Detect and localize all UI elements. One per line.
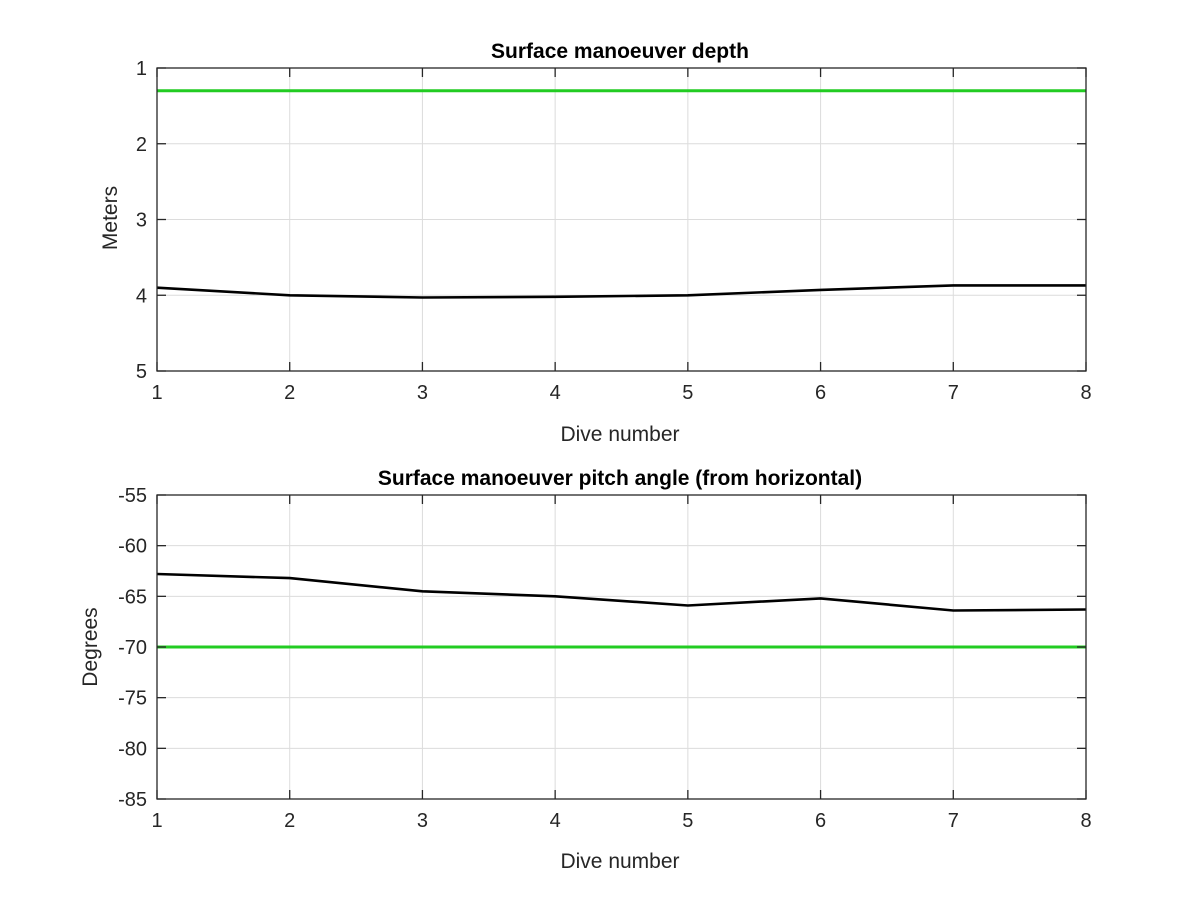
depth-chart-y-tick-label: 5 (136, 361, 147, 383)
pitch-chart-title: Surface manoeuver pitch angle (from hori… (378, 467, 862, 490)
pitch-chart-y-tick-label: -60 (118, 536, 147, 558)
depth-chart-x-tick-label: 7 (948, 382, 959, 404)
pitch-chart-x-tick-label: 1 (151, 810, 162, 832)
depth-chart-y-tick-label: 2 (136, 134, 147, 156)
pitch-chart-y-tick-label: -70 (118, 637, 147, 659)
depth-chart-x-tick-label: 1 (151, 382, 162, 404)
pitch-chart-ticks: 1 2 3 4 5 6 7 8 -55 -60 -65 -70 -75 -80 -85 (118, 485, 1091, 832)
pitch-chart-y-tick-label: -80 (118, 738, 147, 760)
depth-chart-x-tick-label: 5 (682, 382, 693, 404)
pitch-chart-panel: Surface manoeuver pitch angle (from hori… (79, 467, 1092, 873)
pitch-chart-x-tick-label: 2 (284, 810, 295, 832)
depth-chart-x-tick-label: 4 (550, 382, 561, 404)
pitch-chart-y-tick-label: -75 (118, 688, 147, 710)
depth-chart-series-line (156, 284, 1086, 299)
pitch-chart-y-tick-label: -55 (118, 485, 147, 507)
depth-chart-x-tick-label: 3 (417, 382, 428, 404)
depth-chart-x-axis-label: Dive number (560, 423, 679, 446)
pitch-chart-plot-area (156, 572, 1087, 649)
depth-chart-title: Surface manoeuver depth (491, 40, 749, 63)
pitch-chart-series-line (156, 572, 1087, 612)
pitch-chart-y-tick-label: -85 (118, 789, 147, 811)
pitch-chart-x-tick-label: 4 (550, 810, 561, 832)
pitch-chart-y-axis-label: Degrees (79, 607, 102, 686)
pitch-chart-y-tick-label: -65 (118, 586, 147, 608)
pitch-chart-x-tick-label: 7 (948, 810, 959, 832)
pitch-chart-x-axis-label: Dive number (560, 850, 679, 873)
depth-chart-y-tick-label: 1 (136, 58, 147, 80)
depth-chart-x-tick-label: 2 (284, 382, 295, 404)
depth-chart-x-tick-label: 8 (1080, 382, 1091, 404)
pitch-chart-x-tick-label: 5 (682, 810, 693, 832)
depth-chart-ticks: 1 2 3 4 5 6 7 8 1 2 3 4 5 (136, 58, 1092, 404)
depth-chart-panel: Surface manoeuver depth Dive number Mete… (99, 40, 1092, 446)
depth-chart-plot-area (156, 89, 1086, 299)
depth-chart-y-tick-label: 3 (136, 210, 147, 232)
pitch-chart-x-tick-label: 6 (815, 810, 826, 832)
depth-chart-x-tick-label: 6 (815, 382, 826, 404)
depth-chart-y-tick-label: 4 (136, 285, 147, 307)
pitch-chart-x-tick-label: 3 (417, 810, 428, 832)
pitch-chart-x-tick-label: 8 (1080, 810, 1091, 832)
depth-chart-y-axis-label: Meters (99, 186, 122, 250)
